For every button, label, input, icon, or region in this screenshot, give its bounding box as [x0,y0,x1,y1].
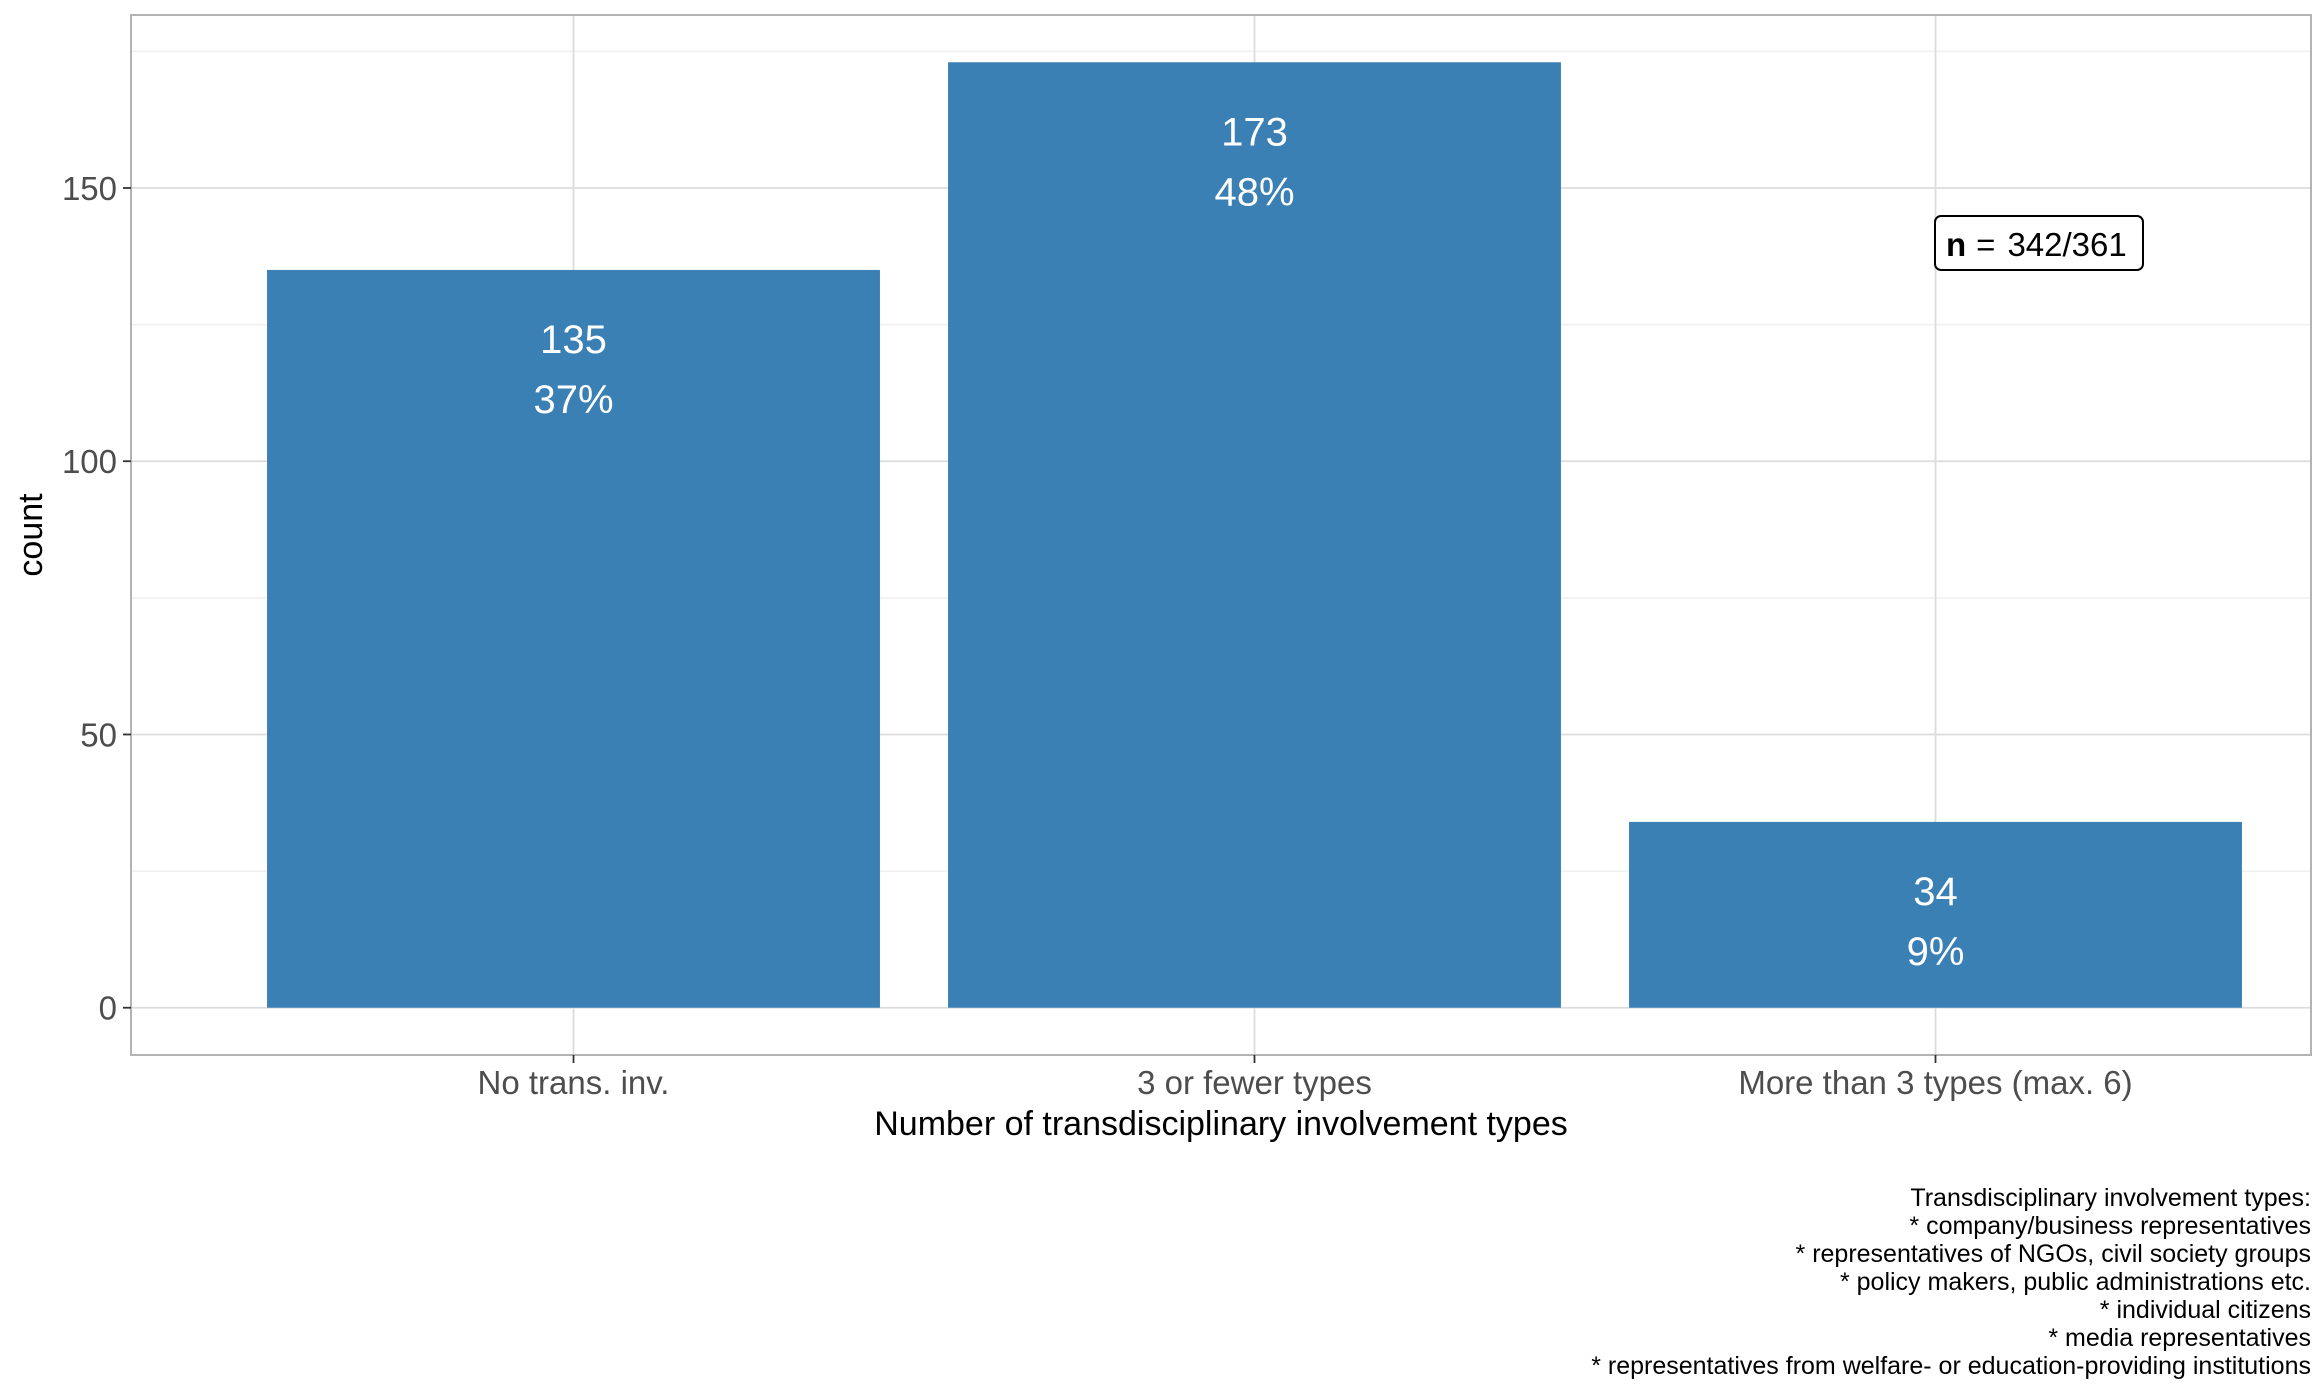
bar [948,62,1561,1008]
n-value: 342/361 [2007,226,2126,263]
bar-percent-label: 48% [1214,170,1294,214]
y-axis-title: count [12,493,50,577]
bar-labels: 135 37% 173 48% 34 9% [533,110,1964,974]
caption-line: * representatives from welfare- or educa… [1591,1352,2311,1380]
n-annotation-box [1934,215,2144,271]
y-tick-label: 0 [99,990,117,1027]
caption: Transdisciplinary involvement types: * c… [1591,1184,2311,1380]
bar [267,269,880,1008]
bar [1629,821,2242,1008]
x-tick-label: 3 or fewer types [1137,1064,1372,1101]
y-tick-label: 50 [80,716,117,753]
bar-percent-label: 37% [533,378,613,422]
caption-line: * representatives of NGOs, civil society… [1796,1240,2311,1268]
caption-line: * media representatives [2048,1324,2311,1352]
caption-line: * policy makers, public administrations … [1840,1268,2311,1296]
n-annotation: n = 342/361 [1934,215,2144,271]
n-label: n [1946,226,1966,263]
caption-line: Transdisciplinary involvement types: [1910,1184,2311,1212]
x-tick-label: More than 3 types (max. 6) [1738,1064,2132,1101]
bar-count-label: 135 [540,318,607,362]
bar-percent-label: 9% [1907,930,1965,974]
plot-panel-border [130,14,2312,1056]
bars [267,62,2242,1008]
bar-count-label: 173 [1221,110,1288,154]
x-axis-title: Number of transdisciplinary involvement … [874,1105,1568,1143]
y-axis-ticks: 0 50 100 150 [62,170,131,1027]
svg-text:n=342/361: n = 342/361 [1946,226,2127,263]
y-tick-label: 150 [62,170,117,207]
y-tick-label: 100 [62,443,117,480]
caption-line: * individual citizens [2100,1296,2311,1324]
x-axis-ticks: No trans. inv. 3 or fewer types More than … [478,1055,2133,1101]
n-equals: = [1976,226,1995,263]
x-tick-label: No trans. inv. [478,1064,670,1101]
bar-count-label: 34 [1913,870,1958,914]
caption-line: * company/business representatives [1909,1212,2311,1240]
